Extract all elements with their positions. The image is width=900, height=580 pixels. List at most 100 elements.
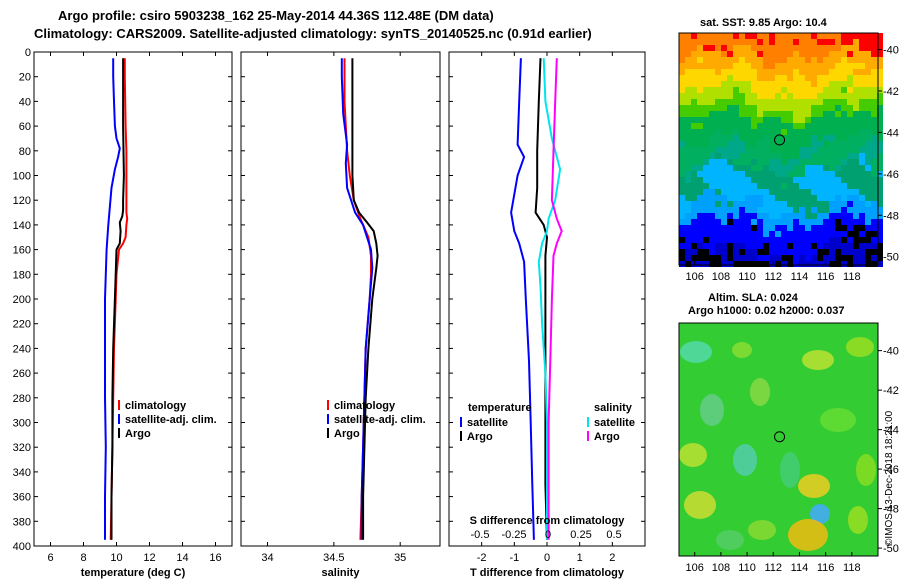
sst-heatmap-cell	[811, 243, 817, 249]
sst-heatmap-cell	[841, 99, 847, 105]
sst-heatmap-cell	[817, 111, 823, 117]
sst-heatmap-cell	[709, 45, 715, 51]
sst-heatmap-cell	[763, 93, 769, 99]
sst-heatmap-cell	[781, 159, 787, 165]
sst-heatmap-cell	[787, 153, 793, 159]
sst-heatmap-cell	[805, 39, 811, 45]
sst-heatmap-cell	[793, 261, 799, 267]
sst-heatmap-cell	[853, 255, 859, 261]
sst-heatmap-cell	[793, 135, 799, 141]
temperature-legend-label: satellite-adj. clim.	[125, 414, 217, 426]
sst-lon-tick-label: 116	[817, 271, 835, 283]
sst-heatmap-cell	[679, 45, 685, 51]
sst-heatmap-cell	[697, 195, 703, 201]
sst-heatmap-cell	[679, 255, 685, 261]
sst-heatmap-cell	[841, 195, 847, 201]
sst-heatmap-cell	[829, 123, 835, 129]
sst-heatmap-cell	[751, 231, 757, 237]
sst-heatmap-cell	[685, 45, 691, 51]
sst-heatmap-cell	[871, 231, 877, 237]
sst-heatmap-cell	[691, 189, 697, 195]
sst-heatmap-cell	[841, 177, 847, 183]
sst-heatmap-cell	[769, 129, 775, 135]
sst-heatmap-cell	[727, 57, 733, 63]
sst-heatmap-cell	[877, 183, 883, 189]
sst-heatmap-cell	[847, 57, 853, 63]
sst-heatmap-cell	[679, 87, 685, 93]
sst-heatmap-cell	[685, 63, 691, 69]
sst-heatmap-cell	[703, 255, 709, 261]
sst-heatmap-cell	[877, 219, 883, 225]
sst-heatmap-cell	[763, 225, 769, 231]
sst-heatmap-cell	[787, 135, 793, 141]
sst-heatmap-cell	[751, 105, 757, 111]
sst-heatmap-cell	[853, 105, 859, 111]
sst-heatmap-cell	[781, 261, 787, 267]
sst-heatmap-cell	[835, 171, 841, 177]
sst-heatmap-cell	[817, 51, 823, 57]
sst-heatmap-cell	[751, 225, 757, 231]
sst-heatmap-cell	[811, 237, 817, 243]
sst-heatmap-cell	[835, 93, 841, 99]
sst-heatmap-cell	[721, 93, 727, 99]
sst-heatmap-cell	[685, 201, 691, 207]
sst-heatmap-cell	[697, 225, 703, 231]
sst-heatmap-cell	[757, 255, 763, 261]
sst-heatmap-cell	[865, 57, 871, 63]
sst-heatmap-cell	[829, 63, 835, 69]
sst-heatmap-cell	[697, 51, 703, 57]
sst-heatmap-cell	[841, 75, 847, 81]
sst-heatmap-cell	[781, 183, 787, 189]
sst-heatmap-cell	[715, 51, 721, 57]
sst-heatmap-cell	[877, 177, 883, 183]
y-tick-label: 0	[25, 47, 31, 59]
sst-heatmap-cell	[703, 117, 709, 123]
sst-heatmap-cell	[799, 69, 805, 75]
y-tick-label: 260	[13, 368, 31, 380]
sst-heatmap-cell	[781, 111, 787, 117]
sst-heatmap-cell	[703, 141, 709, 147]
sst-heatmap-cell	[757, 159, 763, 165]
sst-heatmap-cell	[733, 159, 739, 165]
sst-heatmap-cell	[757, 45, 763, 51]
series-line-t-satellite	[510, 58, 535, 540]
sst-heatmap-cell	[739, 129, 745, 135]
sst-heatmap-cell	[835, 255, 841, 261]
sst-heatmap-cell	[811, 165, 817, 171]
sst-heatmap-cell	[859, 69, 865, 75]
sst-heatmap-cell	[709, 93, 715, 99]
sst-heatmap-cell	[817, 207, 823, 213]
sst-heatmap-cell	[751, 57, 757, 63]
sst-heatmap-cell	[685, 261, 691, 267]
sst-heatmap-cell	[811, 147, 817, 153]
sst-heatmap-cell	[733, 123, 739, 129]
sst-heatmap-cell	[823, 135, 829, 141]
sst-heatmap-cell	[841, 87, 847, 93]
sst-heatmap-cell	[787, 177, 793, 183]
sst-heatmap-cell	[853, 57, 859, 63]
sst-heatmap-cell	[733, 255, 739, 261]
sst-heatmap-cell	[679, 249, 685, 255]
sst-heatmap-cell	[691, 261, 697, 267]
y-tick-label: 60	[19, 121, 31, 133]
sst-heatmap-cell	[745, 39, 751, 45]
sst-heatmap-cell	[835, 99, 841, 105]
sst-heatmap-cell	[781, 219, 787, 225]
sst-heatmap-cell	[853, 261, 859, 267]
x-tick-label-temperature: 16	[209, 552, 221, 564]
sst-heatmap-cell	[871, 45, 877, 51]
sst-heatmap-cell	[745, 147, 751, 153]
sst-heatmap-cell	[823, 33, 829, 39]
sst-heatmap-cell	[877, 213, 883, 219]
sst-heatmap-cell	[691, 159, 697, 165]
sst-heatmap-cell	[775, 171, 781, 177]
sst-heatmap-cell	[829, 219, 835, 225]
sst-heatmap-cell	[787, 183, 793, 189]
sst-heatmap-cell	[865, 189, 871, 195]
sst-heatmap-cell	[853, 153, 859, 159]
sst-heatmap-cell	[823, 237, 829, 243]
sst-heatmap-cell	[871, 57, 877, 63]
sst-heatmap-cell	[823, 177, 829, 183]
sst-heatmap-cell	[739, 231, 745, 237]
sst-heatmap-cell	[793, 129, 799, 135]
